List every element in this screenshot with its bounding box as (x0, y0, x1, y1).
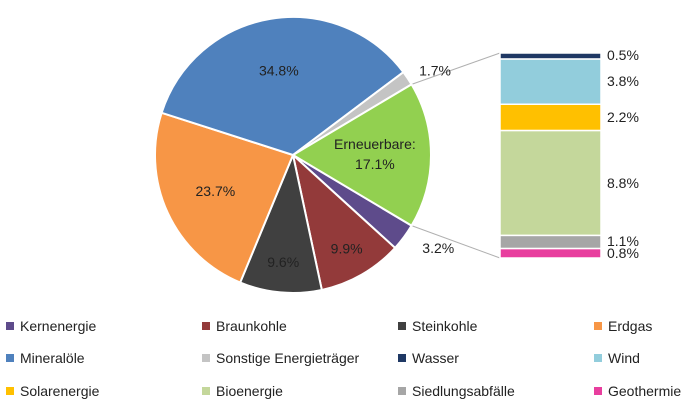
data-label-kernenergie: 3.2% (422, 240, 454, 256)
bar-segment-siedlungsabfaelle (499, 234, 602, 250)
connector-line-top (411, 52, 501, 85)
pie-slice-erdgas (154, 111, 295, 284)
data-label-sonstige-energietraeger: 1.7% (419, 62, 451, 78)
data-label-mineraloele: 34.8% (259, 63, 299, 79)
data-labels: 3.2% 9.9% 9.6% 23.7% 34.8% 1.7% Erneuerbare: 17… (196, 47, 639, 270)
data-label-erneuerbare-title: Erneuerbare: (334, 136, 416, 152)
data-label-steinkohle: 9.6% (267, 254, 299, 270)
bar-label-solarenergie: 2.2% (607, 109, 639, 125)
connector-lines (411, 52, 501, 259)
pie-slice-braunkohle (291, 152, 397, 292)
bar-segment-geothermie (499, 247, 602, 259)
bar-label-wasser: 0.5% (607, 47, 639, 63)
bar-segment-wind (499, 58, 602, 105)
data-label-erdgas: 23.7% (196, 183, 236, 199)
bar-label-siedlungsabfaelle: 1.1% (607, 233, 639, 249)
pie-slice-erneuerbare (291, 83, 432, 227)
data-label-braunkohle: 9.9% (331, 240, 363, 256)
bar-label-geothermie: 0.8% (607, 245, 639, 261)
bar-label-bioenergie: 8.8% (607, 175, 639, 191)
pie-slice-steinkohle (238, 151, 324, 294)
bar-label-wind: 3.8% (607, 73, 639, 89)
bar-segment-solarenergie (499, 103, 602, 132)
bar-segment-bioenergie (499, 129, 602, 237)
data-label-erneuerbare-value: 17.1% (355, 156, 395, 172)
stacked-bar (499, 52, 602, 259)
bar-segment-wasser (499, 52, 602, 60)
pie-chart (154, 16, 432, 294)
pie-slice-mineraloele (160, 16, 405, 157)
connector-line-bottom (411, 225, 501, 259)
